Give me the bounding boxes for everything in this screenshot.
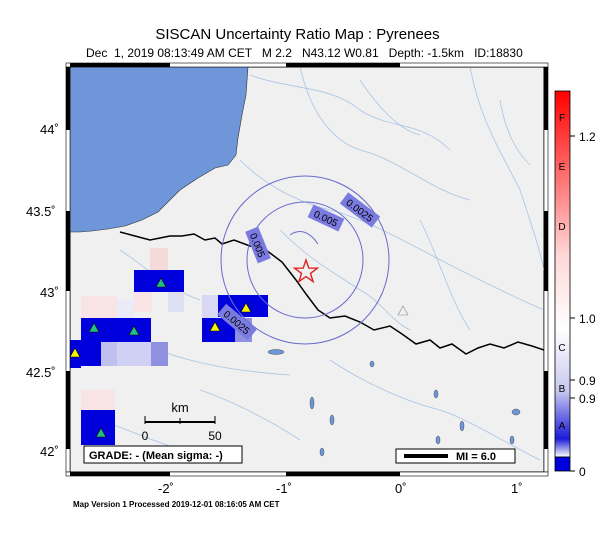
scale-tick-0: 0 [142,429,149,443]
colorbar-letter-f: F [559,113,565,124]
colorbar-value-1-0: 1.0 [579,312,595,326]
station-marker [95,427,107,438]
scale-unit: km [171,400,188,415]
colorbar-value-0: 0 [579,465,586,479]
uncertainty-contours [220,175,390,345]
station-marker [69,347,81,358]
map-title: SISCAN Uncertainty Ratio Map : Pyrenees [155,26,440,43]
lon-label-1: 1˚ [511,481,523,496]
event-location: N43.12 W0.81 [301,46,379,60]
station-marker [88,322,100,333]
processing-footer: Map Version 1 Processed 2019-12-01 08:16… [73,500,280,509]
colorbar-value-0-9a: 0.9 [579,374,595,388]
lon-label-minus-2: -2˚ [158,481,174,496]
colorbar-value-1-2: 1.2 [579,130,595,144]
epicenter-star [292,257,320,284]
colorbar-letter-c: C [558,343,565,354]
grade-box: GRADE: - (Mean sigma: -) [83,445,243,464]
lat-label-42-5: 42.5˚ [26,365,56,380]
lon-label-0: 0˚ [395,481,407,496]
event-id: ID:18830 [474,46,523,60]
colorbar-letter-a: A [559,421,566,432]
station-marker [209,321,221,332]
station-marker [397,305,409,316]
bay-of-biscay [70,67,249,233]
colorbar-letter-d: D [558,222,565,233]
scale-bar: km 0 50 [142,400,222,443]
map-frame [65,62,549,477]
event-depth: Depth: -1.5km [388,46,465,60]
scale-tick-50: 50 [208,429,222,443]
mi-text: MI = 6.0 [456,451,496,463]
grade-text: GRADE: - (Mean sigma: -) [89,450,223,462]
colorbar-value-0-9b: 0.9 [579,392,595,406]
spain-france-border [181,233,544,355]
lat-label-44: 44˚ [40,122,59,137]
event-info: Dec 1, 2019 08:13:49 AM CET M 2.2 N43.12… [86,46,523,60]
station-marker [155,277,167,288]
colorbar: F E D C B A 1.2 1.0 0.9 0.9 0 [554,90,595,479]
lat-label-43: 43˚ [40,285,59,300]
station-marker [128,325,140,336]
mi-box: MI = 6.0 [395,448,516,464]
event-magnitude: M 2.2 [261,46,292,60]
colorbar-letter-e: E [559,162,566,173]
stations [69,277,409,438]
colorbar-letter-b: B [559,384,566,395]
lat-label-42: 42˚ [40,444,59,459]
lon-label-minus-1: -1˚ [276,481,292,496]
lat-label-43-5: 43.5˚ [26,204,56,219]
station-marker [240,302,252,313]
event-date: Dec 1, 2019 08:13:49 AM CET [86,46,252,60]
